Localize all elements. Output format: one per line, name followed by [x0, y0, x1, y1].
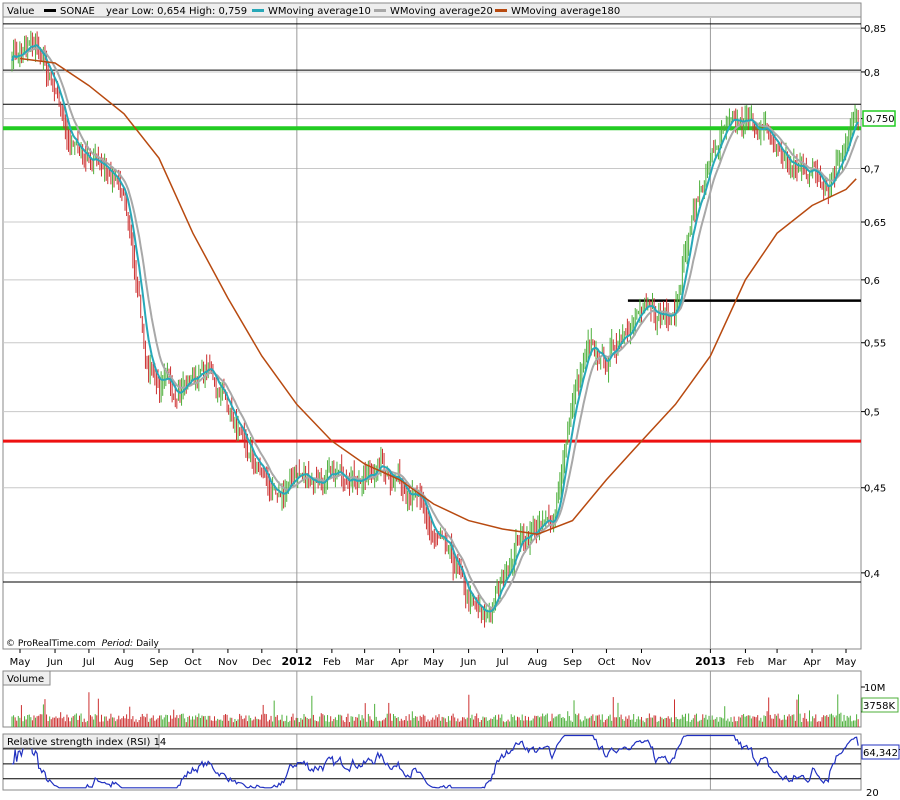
ma180-line — [19, 57, 857, 535]
legend-ma180-swatch — [495, 9, 507, 12]
moving-averages — [11, 44, 860, 613]
legend-ma180-label: WMoving average180 — [511, 6, 620, 17]
y-tick-label: 0,7 — [864, 164, 880, 175]
legend-value-label: Value — [7, 6, 34, 17]
last-price-badge — [862, 110, 896, 127]
volume-last-label: 3758K — [863, 701, 895, 712]
volume-title-box — [2, 670, 51, 686]
price-panel-frame — [2, 2, 862, 650]
x-tick-label: Nov — [218, 657, 238, 668]
volume-tick-label: 10M — [864, 683, 885, 694]
ma10-line — [11, 44, 860, 613]
x-tick-label: Sep — [150, 657, 169, 668]
legend-bar — [2, 2, 862, 18]
legend-symbol: SONAE — [60, 6, 95, 17]
volume-bars — [11, 692, 859, 727]
x-tick-label: 2012 — [282, 655, 313, 668]
y-tick-label: 0,45 — [864, 484, 886, 495]
x-tick-label: 2013 — [695, 655, 726, 668]
x-tick-label: May — [423, 657, 444, 668]
horizontal-levels — [3, 23, 861, 583]
price-y-axis: 0,850,80,750,70,650,60,550,50,450,4 — [861, 24, 886, 580]
volume-title: Volume — [7, 674, 44, 685]
legend-ma20-label: WMoving average20 — [390, 6, 493, 17]
date-x-axis: May Jun Jul Aug Sep Oct Nov Dec 2012 Feb Mar Apr May… — [10, 649, 857, 668]
ma20-line — [11, 46, 860, 609]
y-tick-label: 0,55 — [864, 339, 886, 350]
y-tick-label: 0,6 — [864, 276, 880, 287]
rsi-last-badge — [861, 744, 900, 760]
x-tick-label: Mar — [355, 657, 375, 668]
x-tick-label: Aug — [528, 657, 548, 668]
period-value: Daily — [136, 639, 159, 649]
period-label: Period: — [102, 639, 133, 649]
y-tick-label: 0,4 — [864, 569, 880, 580]
last-price-label: 0,750 — [866, 114, 895, 125]
x-tick-label: Jun — [46, 657, 63, 668]
x-tick-label: Jul — [495, 657, 508, 668]
rsi-line — [12, 734, 859, 789]
x-tick-label: May — [836, 657, 857, 668]
x-tick-label: Dec — [252, 657, 271, 668]
legend-symbol-swatch — [44, 9, 56, 12]
x-tick-label: Oct — [598, 657, 615, 668]
y-tick-label: 0,8 — [864, 68, 880, 79]
volume-last-badge — [861, 697, 899, 713]
y-tick-label: 0,85 — [864, 24, 886, 35]
rsi-title: Relative strength index (RSI) 14 — [7, 737, 166, 748]
price-gridlines — [3, 18, 861, 790]
rsi-title-box — [2, 733, 160, 749]
x-tick-label: Feb — [323, 657, 341, 668]
rsi-plot — [3, 734, 861, 789]
source-text: © ProRealTime.com — [6, 639, 96, 649]
x-tick-label: Oct — [184, 657, 201, 668]
x-tick-label: Apr — [803, 657, 821, 668]
rsi-last-label: 64,3427 — [863, 748, 900, 759]
rsi-tick-20: 20 — [866, 788, 879, 799]
x-tick-label: Feb — [737, 657, 755, 668]
legend-ma10-swatch — [252, 9, 264, 12]
y-tick-label: 0,65 — [864, 218, 886, 229]
y-tick-label: 0,5 — [864, 408, 880, 419]
x-tick-label: Aug — [114, 657, 134, 668]
copyright-text: © ProRealTime.com Period: Daily — [6, 639, 160, 649]
x-tick-label: Sep — [563, 657, 582, 668]
x-tick-label: Jul — [82, 657, 95, 668]
x-tick-label: Jun — [460, 657, 477, 668]
legend-range-text: year Low: 0,654 High: 0,759 — [106, 6, 247, 17]
legend-ma20-swatch — [374, 9, 386, 12]
x-tick-label: Mar — [768, 657, 788, 668]
x-tick-label: May — [10, 657, 31, 668]
x-tick-label: Nov — [632, 657, 652, 668]
volume-panel-frame — [2, 670, 862, 728]
legend-ma10-label: WMoving average10 — [268, 6, 371, 17]
x-tick-label: Apr — [391, 657, 409, 668]
